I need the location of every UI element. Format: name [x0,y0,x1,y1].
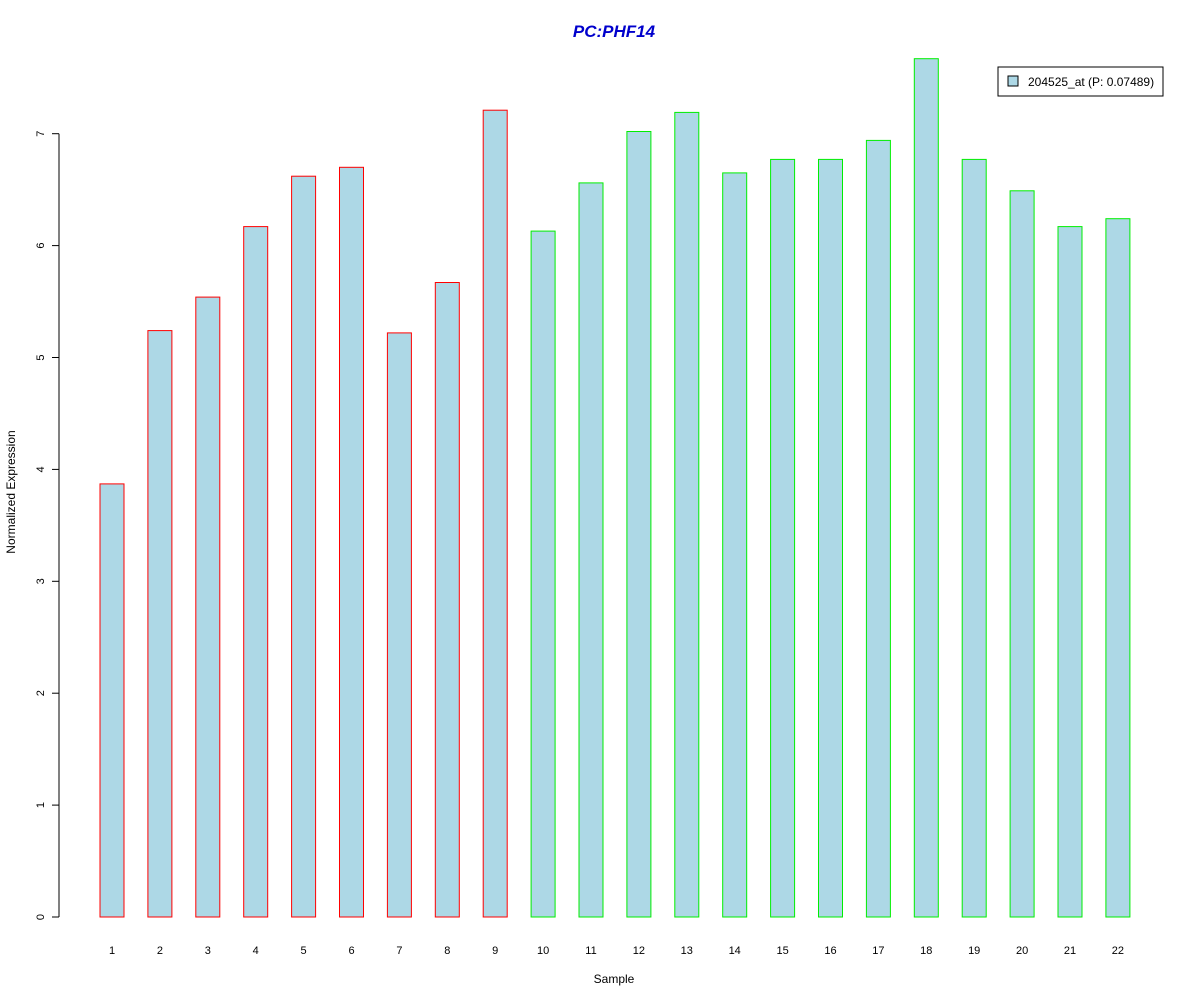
x-tick-label: 19 [968,945,980,957]
bar [770,158,796,918]
x-tick-label: 17 [872,945,884,957]
x-tick-label: 16 [824,945,836,957]
bar [1057,226,1083,918]
x-tick-label: 22 [1112,945,1124,957]
x-tick-label: 6 [348,945,354,957]
bar [626,131,652,918]
y-tick-label: 3 [35,578,47,584]
bar [243,226,269,918]
x-tick-label: 9 [492,945,498,957]
y-tick-label: 2 [35,690,47,696]
x-tick-label: 20 [1016,945,1028,957]
x-tick-label: 11 [585,945,596,957]
bar [99,483,125,918]
x-tick-label: 10 [537,945,549,957]
x-tick-label: 8 [444,945,450,957]
bar [386,332,412,918]
x-tick-label: 5 [301,945,307,957]
y-tick-label: 5 [35,354,47,360]
bar [291,175,317,918]
x-tick-label: 14 [729,945,741,957]
bar [434,282,460,918]
bar [865,139,891,918]
bar [530,230,556,918]
bars-group [99,58,1131,918]
y-axis: 0 1 2 3 4 5 6 7 [35,131,60,920]
x-axis-label: Sample [594,972,635,986]
bar [722,172,748,918]
y-axis-label: Normalized Expression [4,430,18,553]
y-tick-label: 4 [35,466,47,472]
bar [913,58,939,918]
bar [674,111,700,918]
bar [961,158,987,918]
x-tick-label: 3 [205,945,211,957]
x-tick-label: 13 [681,945,693,957]
chart-title: PC:PHF14 [573,22,656,41]
x-tick-label: 2 [157,945,163,957]
legend-swatch [1007,75,1019,87]
x-tick-labels: 1 2 3 4 5 6 7 8 9 10 11 12 13 14 15 16 17 18 19 20 21 22 [109,945,1124,957]
x-tick-label: 15 [776,945,788,957]
x-tick-label: 18 [920,945,932,957]
x-tick-label: 4 [253,945,259,957]
bar [578,182,604,918]
bar [195,296,221,918]
y-tick-label: 0 [35,914,47,920]
y-tick-label: 6 [35,243,47,249]
bar [1105,218,1131,918]
legend: 204525_at (P: 0.07489) [997,66,1164,97]
bar [818,158,843,918]
y-tick-label: 1 [35,802,47,808]
legend-label: 204525_at (P: 0.07489) [1028,75,1154,89]
y-tick-label: 7 [35,131,47,137]
bar [482,109,508,918]
x-tick-label: 7 [396,945,402,957]
legend-box [997,66,1164,97]
bar [1009,190,1035,918]
x-tick-label: 1 [109,945,115,957]
x-tick-label: 12 [633,945,645,957]
bar [339,166,364,918]
x-tick-label: 21 [1064,945,1076,957]
bar [147,330,173,918]
